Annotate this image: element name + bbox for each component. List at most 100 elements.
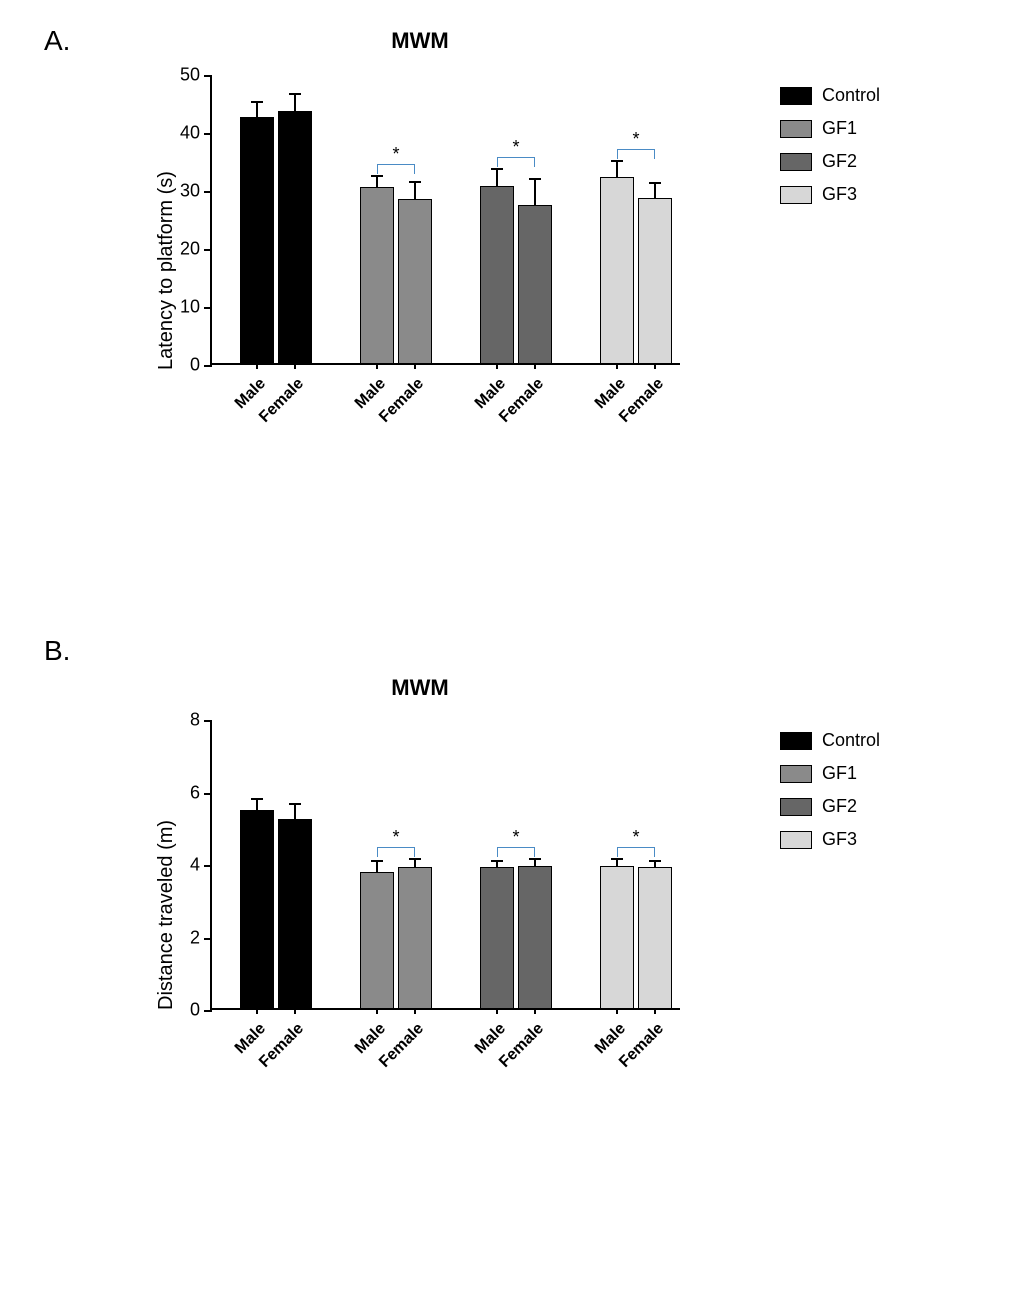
sig-bracket <box>497 157 535 167</box>
y-tick-label: 2 <box>190 927 200 948</box>
x-tick <box>496 1008 498 1014</box>
x-tick <box>616 1008 618 1014</box>
x-tick <box>256 363 258 369</box>
errorbar <box>616 161 618 177</box>
errorbar <box>256 102 258 117</box>
y-tick <box>204 133 212 135</box>
panel-a-legend: ControlGF1GF2GF3 <box>780 85 880 217</box>
panel-b-title: MWM <box>170 675 670 701</box>
y-tick <box>204 365 212 367</box>
errorbar <box>294 94 296 110</box>
x-tick <box>256 1008 258 1014</box>
panel-b-legend: Control GF1 GF2 GF3 <box>780 730 880 862</box>
x-tick <box>294 363 296 369</box>
sig-bracket <box>497 847 535 857</box>
bar-control-female <box>278 111 312 363</box>
bar-gf3-female <box>638 867 672 1008</box>
errorbar-cap <box>409 181 421 183</box>
y-tick <box>204 938 212 940</box>
legend-swatch <box>780 831 812 849</box>
bar-gf3-male <box>600 177 634 363</box>
y-tick-label: 20 <box>180 239 200 260</box>
sig-marker: * <box>632 129 639 150</box>
legend-item: Control <box>780 730 880 751</box>
legend-swatch <box>780 765 812 783</box>
errorbar-cap <box>251 101 263 103</box>
errorbar-cap <box>649 182 661 184</box>
panel-a-label: A. <box>44 25 70 57</box>
legend-item: GF3 <box>780 184 880 205</box>
sig-marker: * <box>512 137 519 158</box>
legend-label: GF1 <box>822 118 857 139</box>
errorbar <box>654 183 656 198</box>
errorbar-cap <box>491 168 503 170</box>
x-tick <box>616 363 618 369</box>
errorbar <box>414 859 416 867</box>
y-tick <box>204 75 212 77</box>
y-tick-label: 8 <box>190 710 200 731</box>
y-tick-label: 0 <box>190 355 200 376</box>
panel-a-title: MWM <box>170 28 670 54</box>
errorbar-cap <box>251 798 263 800</box>
bar-gf1-female <box>398 199 432 363</box>
y-tick <box>204 793 212 795</box>
errorbar-cap <box>371 860 383 862</box>
sig-bracket <box>377 847 415 857</box>
bar-gf1-male <box>360 187 394 363</box>
legend-swatch <box>780 120 812 138</box>
panel-b-plot: 02468MaleFemaleMaleFemale*MaleFemale*Mal… <box>210 720 680 1010</box>
bar-control-male <box>240 810 274 1008</box>
y-tick-label: 40 <box>180 123 200 144</box>
x-tick <box>414 363 416 369</box>
x-tick <box>534 363 536 369</box>
sig-marker: * <box>392 144 399 165</box>
y-tick-label: 10 <box>180 297 200 318</box>
bar-gf3-female <box>638 198 672 363</box>
x-tick <box>414 1008 416 1014</box>
errorbar-cap <box>529 178 541 180</box>
legend-label: GF1 <box>822 763 857 784</box>
legend-item: GF1 <box>780 118 880 139</box>
errorbar-cap <box>371 175 383 177</box>
y-tick <box>204 865 212 867</box>
panel-b-label: B. <box>44 635 70 667</box>
x-tick <box>376 1008 378 1014</box>
errorbar-cap <box>611 858 623 860</box>
bar-gf3-male <box>600 866 634 1008</box>
errorbar <box>376 861 378 872</box>
sig-marker: * <box>632 827 639 848</box>
legend-swatch <box>780 87 812 105</box>
x-tick <box>534 1008 536 1014</box>
legend-item: Control <box>780 85 880 106</box>
sig-bracket <box>617 847 655 857</box>
panel-a-plot: 01020304050MaleFemaleMaleFemale*MaleFema… <box>210 75 680 365</box>
sig-bracket <box>617 149 655 159</box>
errorbar-cap <box>491 860 503 862</box>
panel-a-ylabel: Latency to platform (s) <box>155 171 178 370</box>
y-tick-label: 0 <box>190 1000 200 1021</box>
y-tick-label: 6 <box>190 782 200 803</box>
legend-swatch <box>780 186 812 204</box>
legend-label: Control <box>822 85 880 106</box>
errorbar <box>496 169 498 186</box>
legend-item: GF2 <box>780 796 880 817</box>
errorbar <box>376 176 378 188</box>
y-tick <box>204 307 212 309</box>
errorbar-cap <box>529 858 541 860</box>
legend-swatch <box>780 732 812 750</box>
x-tick <box>654 1008 656 1014</box>
bar-gf2-female <box>518 205 552 363</box>
errorbar-cap <box>289 93 301 95</box>
legend-swatch <box>780 798 812 816</box>
sig-bracket <box>377 164 415 174</box>
y-tick <box>204 249 212 251</box>
legend-label: GF2 <box>822 796 857 817</box>
legend-item: GF3 <box>780 829 880 850</box>
bar-control-female <box>278 819 312 1008</box>
bar-gf2-male <box>480 867 514 1008</box>
x-tick <box>496 363 498 369</box>
bar-control-male <box>240 117 274 364</box>
legend-label: Control <box>822 730 880 751</box>
y-tick-label: 30 <box>180 181 200 202</box>
bar-gf2-female <box>518 866 552 1008</box>
